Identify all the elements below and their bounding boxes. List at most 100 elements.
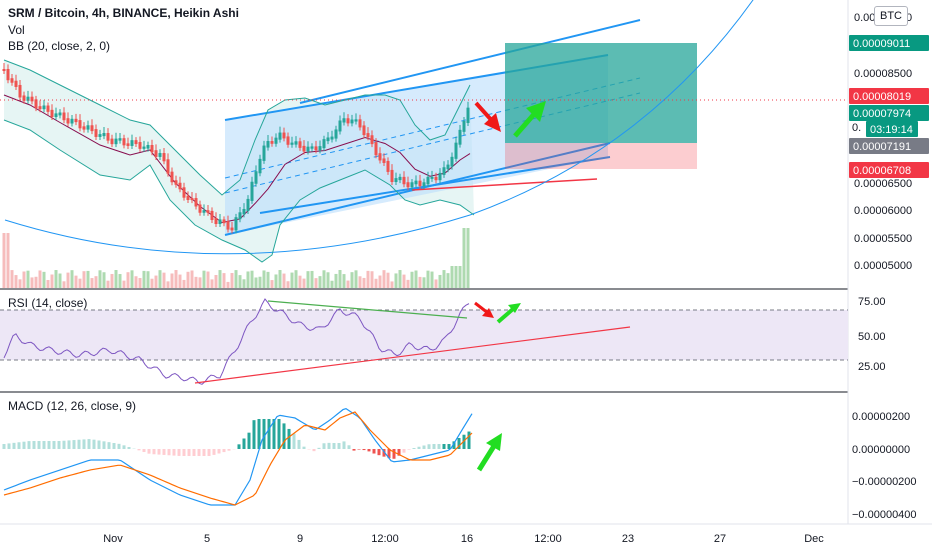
volume-bar [282,273,286,288]
candle-body [150,145,154,153]
rsi-pane [0,298,848,385]
volume-bar [238,275,242,288]
candle-body [422,182,426,187]
volume-bar [430,271,434,288]
volume-bar [262,270,266,288]
macd-hist-bar [312,449,316,452]
macd-hist-bar [382,449,386,457]
macd-signal-line [3,411,473,506]
candle-body [38,106,42,110]
volume-bar [34,276,38,288]
candle-body [346,118,350,124]
candle-body [354,119,358,122]
volume-bar [358,276,362,288]
candle-body [146,145,150,149]
candle-body [294,141,298,145]
macd-hist-bar [342,441,346,449]
macd-hist-bar [252,420,256,449]
volume-bar [62,281,66,288]
candle-body [402,176,406,185]
candle-body [178,182,182,190]
volume-bar [294,270,298,288]
candle-body [186,195,190,200]
price-tag-label: 0.00007191 [853,141,911,153]
volume-bar [106,280,110,288]
candle-body [86,125,90,130]
candle-body [138,142,142,149]
volume-bar [206,271,210,288]
time-axis: Nov 5 9 12:00 16 12:00 23 27 Dec [103,533,824,545]
macd-hist-bar [2,444,6,449]
macd-pane [2,408,502,506]
volume-bar [330,280,334,288]
candle-body [14,80,18,87]
volume-bar [202,270,206,288]
volume-bar [226,281,230,288]
macd-histogram [2,419,471,459]
channel-lower-line-2 [259,156,611,214]
macd-hist-bar [337,443,341,449]
price-tag [849,88,929,104]
volume-bar [290,272,294,288]
rsi-axis: 75.00 50.00 25.00 [858,296,886,373]
volume-bar [354,270,358,288]
volume-bar [442,270,446,288]
volume-bar [90,278,94,288]
volume-bar [186,271,190,288]
volume-bar [378,275,382,288]
macd-hist-bar [442,444,446,449]
currency-badge[interactable]: BTC [874,6,908,26]
macd-hist-bar [62,440,66,449]
macd-hist-bar [92,439,96,449]
volume-bar [126,272,130,288]
volume-bar [318,276,322,288]
macd-title: MACD (12, 26, close, 9) [8,399,136,413]
candle-body [170,171,174,183]
macd-hist-bar [127,447,131,449]
macd-hist-bar [27,441,31,449]
macd-hist-bar [112,443,116,449]
macd-hist-bar [67,440,71,449]
candle-body [218,219,222,225]
macd-hist-bar [432,444,436,449]
candle-body [418,180,422,187]
candle-body [390,169,394,182]
candle-body [306,146,310,152]
volume-bar [270,280,274,288]
price-tag [849,162,929,178]
volume-bar [46,280,50,288]
macd-hist-bar [417,446,421,449]
volume-bar [322,270,326,288]
volume-bar [310,270,314,288]
macd-hist-bar [397,449,401,456]
macd-hist-bar [177,449,181,456]
candle-body [114,138,118,145]
green-up-arrow [513,101,546,138]
macd-hist-bar [347,445,351,449]
macd-hist-bar [227,449,231,451]
volume-bar [94,276,98,288]
candle-body [34,99,38,109]
macd-hist-bar [272,419,276,449]
volume-bar [54,270,58,288]
volume-bar [222,273,226,288]
volume-bar [78,278,82,288]
macd-hist-bar [32,441,36,449]
candle-body [434,176,438,181]
candle-body [370,135,374,145]
volume-bar [122,280,126,288]
candle-body [246,198,250,211]
macd-hist-bar [427,444,431,449]
candle-body [226,221,230,230]
volume-bar [462,228,466,288]
candle-body [238,212,242,220]
volume-bar [370,271,374,288]
candle-body [314,146,318,151]
candle-body [322,139,326,149]
red-down-arrow [474,101,501,132]
candle-body [18,84,22,98]
volume-bar [98,270,102,288]
macd-hist-bar [412,448,416,449]
macd-hist-bar [257,419,261,449]
candle-body [74,118,78,123]
